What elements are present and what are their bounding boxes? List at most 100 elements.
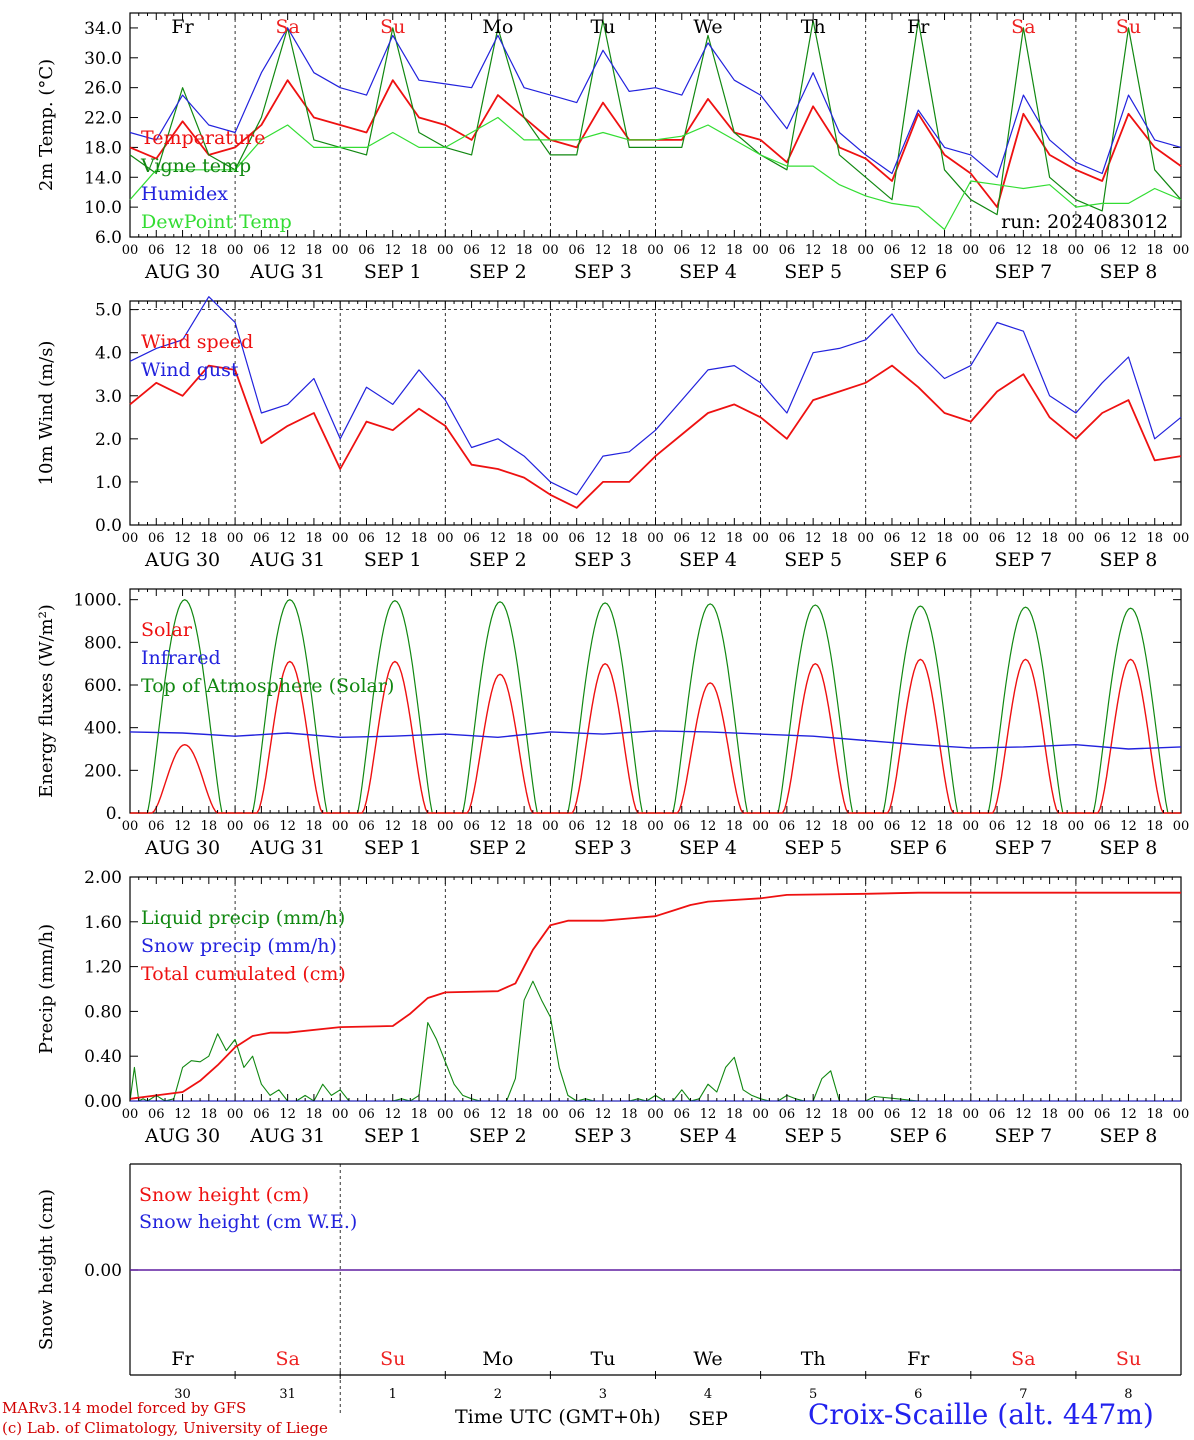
x-hour-label: 18 [201, 1107, 218, 1122]
day-name-label: Su [380, 16, 405, 38]
x-axis-caption: Time UTC (GMT+0h) [455, 1406, 661, 1428]
x-date-label: AUG 31 [249, 549, 325, 571]
x-hour-label: 00 [647, 531, 664, 546]
x-hour-label: 12 [384, 819, 401, 834]
x-date-label: AUG 30 [144, 1125, 220, 1147]
x-hour-label: 06 [1094, 1107, 1111, 1122]
x-hour-label: 06 [779, 243, 796, 258]
x-hour-label: 00 [332, 1107, 349, 1122]
x-hour-label: 18 [726, 819, 743, 834]
legend-entry: Infrared [141, 647, 221, 669]
x-hour-label: 18 [621, 531, 638, 546]
x-hour-label: 00 [437, 1107, 454, 1122]
x-hour-label: 06 [148, 243, 165, 258]
x-date-label: SEP 3 [574, 261, 632, 283]
x-hour-label: 00 [857, 1107, 874, 1122]
x-hour-label: 00 [963, 1107, 980, 1122]
x-hour-label: 18 [936, 1107, 953, 1122]
credit-line-2: (c) Lab. of Climatology, University of L… [2, 1419, 328, 1437]
series-line [129, 19, 1182, 216]
x-hour-label: 12 [595, 1107, 612, 1122]
x-hour-label: 06 [1094, 531, 1111, 546]
x-hour-label: 12 [490, 819, 507, 834]
day-name-label: Tu [590, 16, 615, 38]
x-hour-label: 18 [726, 1107, 743, 1122]
x-hour-label: 12 [279, 819, 296, 834]
day-number-label: 2 [494, 1387, 502, 1402]
x-hour-label: 12 [595, 243, 612, 258]
x-date-label: SEP 7 [994, 1125, 1052, 1147]
x-hour-label: 18 [201, 531, 218, 546]
x-date-label: SEP 8 [1100, 549, 1158, 571]
x-hour-label: 18 [621, 1107, 638, 1122]
x-hour-label: 00 [332, 531, 349, 546]
x-hour-label: 00 [752, 243, 769, 258]
x-hour-label: 18 [726, 243, 743, 258]
x-date-label: AUG 30 [144, 261, 220, 283]
day-name-label: Fr [907, 1348, 930, 1370]
x-date-label: AUG 30 [144, 837, 220, 859]
legend-entry: Snow height (cm W.E.) [139, 1211, 357, 1233]
x-hour-label: 12 [174, 531, 191, 546]
x-hour-label: 12 [700, 531, 717, 546]
y-tick-label: 30.0 [84, 49, 122, 69]
x-hour-label: 12 [1120, 819, 1137, 834]
x-hour-label: 18 [621, 243, 638, 258]
x-hour-label: 18 [831, 1107, 848, 1122]
x-date-label: SEP 4 [679, 1125, 737, 1147]
x-date-label: SEP 8 [1100, 1125, 1158, 1147]
series-line [129, 27, 1182, 178]
x-hour-label: 12 [700, 243, 717, 258]
x-hour-label: 12 [595, 819, 612, 834]
x-hour-label: 06 [674, 819, 691, 834]
x-hour-label: 18 [411, 819, 428, 834]
legend-entry: Solar [141, 619, 193, 641]
legend-entry: Total cumulated (cm) [141, 963, 346, 985]
x-hour-label: 12 [1015, 1107, 1032, 1122]
day-name-label: Sa [1011, 1348, 1035, 1370]
x-hour-label: 00 [122, 243, 139, 258]
x-hour-label: 06 [148, 819, 165, 834]
x-hour-label: 06 [463, 243, 480, 258]
x-hour-label: 00 [227, 819, 244, 834]
x-hour-label: 06 [253, 819, 270, 834]
station-title: Croix-Scaille (alt. 447m) [808, 1398, 1154, 1431]
y-tick-label: 2.0 [95, 430, 122, 450]
x-hour-label: 00 [437, 243, 454, 258]
x-hour-label: 00 [857, 819, 874, 834]
y-tick-label: 0.80 [84, 1002, 122, 1022]
x-hour-label: 00 [122, 819, 139, 834]
x-hour-label: 00 [857, 531, 874, 546]
month-label: SEP [688, 1408, 728, 1430]
x-hour-label: 06 [884, 531, 901, 546]
y-tick-label: 10.0 [84, 198, 122, 218]
run-label: run: 2024083012 [1001, 211, 1168, 233]
x-date-label: SEP 3 [574, 1125, 632, 1147]
x-hour-label: 00 [647, 243, 664, 258]
x-hour-label: 18 [936, 243, 953, 258]
x-hour-label: 00 [332, 819, 349, 834]
legend-entry: Snow precip (mm/h) [141, 935, 337, 957]
series-line [129, 891, 1181, 1100]
legend-entry: Wind gust [141, 359, 239, 381]
x-date-label: SEP 2 [469, 1125, 527, 1147]
x-hour-label: 06 [358, 819, 375, 834]
y-axis-label: 2m Temp. (°C) [36, 59, 57, 191]
series-line [129, 116, 1182, 231]
x-date-label: SEP 4 [679, 261, 737, 283]
x-hour-label: 06 [779, 1107, 796, 1122]
x-hour-label: 00 [227, 1107, 244, 1122]
x-hour-label: 12 [910, 819, 927, 834]
series-line [129, 364, 1182, 509]
x-hour-label: 00 [437, 819, 454, 834]
x-date-label: SEP 6 [889, 549, 947, 571]
x-date-label: SEP 8 [1100, 261, 1158, 283]
day-number-label: 7 [1019, 1387, 1027, 1402]
x-hour-label: 18 [1146, 243, 1163, 258]
x-hour-label: 00 [647, 819, 664, 834]
day-name-label: Tu [590, 1348, 615, 1370]
legend-entry: Liquid precip (mm/h) [141, 907, 345, 929]
x-hour-label: 06 [1094, 819, 1111, 834]
x-hour-label: 12 [279, 1107, 296, 1122]
x-hour-label: 12 [700, 1107, 717, 1122]
